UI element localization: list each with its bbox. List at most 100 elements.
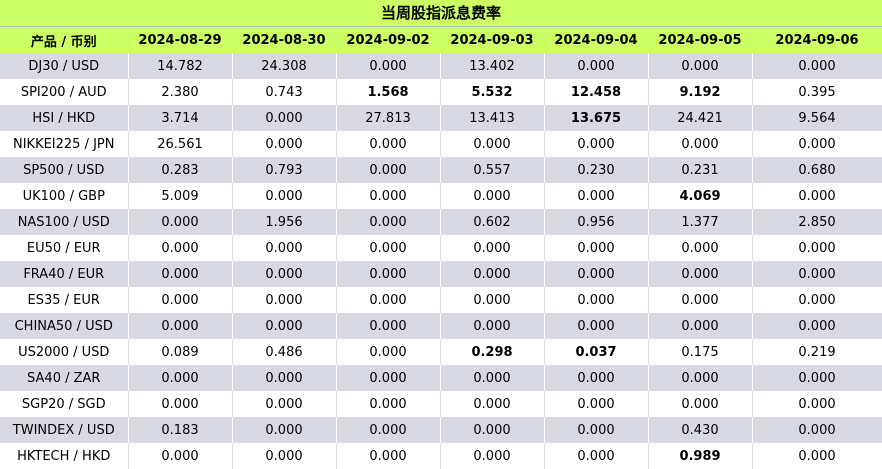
rate-cell: 0.000 bbox=[440, 287, 545, 313]
rate-cell: 24.421 bbox=[648, 105, 753, 131]
rate-cell: 0.000 bbox=[128, 391, 233, 417]
rate-cell: 0.000 bbox=[544, 53, 649, 79]
rate-cell: 0.000 bbox=[440, 313, 545, 339]
rate-cell: 0.000 bbox=[232, 417, 337, 443]
rate-cell: 0.000 bbox=[544, 313, 649, 339]
product-cell: SP500 / USD bbox=[0, 157, 129, 183]
rate-cell: 0.793 bbox=[232, 157, 337, 183]
rate-cell: 0.000 bbox=[232, 287, 337, 313]
table-header-row: 产品 / 币别 2024-08-29 2024-08-30 2024-09-02… bbox=[0, 27, 882, 53]
rate-cell: 0.000 bbox=[544, 261, 649, 287]
table-row: SGP20 / SGD 0.000 0.000 0.000 0.000 0.000 0.00… bbox=[0, 391, 882, 417]
rate-cell: 0.430 bbox=[648, 417, 753, 443]
rate-cell: 0.000 bbox=[128, 261, 233, 287]
rate-cell: 0.089 bbox=[128, 339, 233, 365]
rate-cell: 0.000 bbox=[648, 261, 753, 287]
rate-cell: 0.000 bbox=[232, 131, 337, 157]
rate-cell: 0.000 bbox=[544, 417, 649, 443]
rate-cell: 13.413 bbox=[440, 105, 545, 131]
rate-cell: 0.000 bbox=[752, 391, 882, 417]
rate-cell: 0.000 bbox=[648, 131, 753, 157]
rate-cell: 0.000 bbox=[648, 53, 753, 79]
rate-cell: 0.298 bbox=[440, 339, 545, 365]
rate-cell: 0.175 bbox=[648, 339, 753, 365]
rate-cell: 0.000 bbox=[336, 339, 441, 365]
rate-cell: 0.557 bbox=[440, 157, 545, 183]
rate-cell: 0.000 bbox=[648, 287, 753, 313]
column-header-product: 产品 / 币别 bbox=[0, 27, 129, 53]
product-cell: ES35 / EUR bbox=[0, 287, 129, 313]
rate-cell: 9.564 bbox=[752, 105, 882, 131]
rate-cell: 0.219 bbox=[752, 339, 882, 365]
product-cell: SA40 / ZAR bbox=[0, 365, 129, 391]
rate-cell: 4.069 bbox=[648, 183, 753, 209]
rate-cell: 0.602 bbox=[440, 209, 545, 235]
rate-cell: 0.000 bbox=[752, 53, 882, 79]
rate-cell: 14.782 bbox=[128, 53, 233, 79]
rate-cell: 12.458 bbox=[544, 79, 649, 105]
rate-cell: 0.000 bbox=[544, 235, 649, 261]
rate-cell: 0.000 bbox=[128, 443, 233, 469]
product-cell: CHINA50 / USD bbox=[0, 313, 129, 339]
rate-cell: 0.000 bbox=[544, 183, 649, 209]
rate-cell: 0.000 bbox=[128, 287, 233, 313]
rate-cell: 1.956 bbox=[232, 209, 337, 235]
rate-cell: 0.000 bbox=[128, 365, 233, 391]
product-cell: HKTECH / HKD bbox=[0, 443, 129, 469]
rate-cell: 0.000 bbox=[648, 365, 753, 391]
rate-cell: 0.000 bbox=[336, 53, 441, 79]
table-row: NAS100 / USD 0.000 1.956 0.000 0.602 0.956 1.3… bbox=[0, 209, 882, 235]
table-row: HSI / HKD 3.714 0.000 27.813 13.413 13.675 24.… bbox=[0, 105, 882, 131]
product-cell: SPI200 / AUD bbox=[0, 79, 129, 105]
rate-cell: 0.000 bbox=[752, 365, 882, 391]
rate-cell: 0.000 bbox=[336, 313, 441, 339]
rate-cell: 0.231 bbox=[648, 157, 753, 183]
rate-cell: 0.743 bbox=[232, 79, 337, 105]
rate-cell: 13.675 bbox=[544, 105, 649, 131]
rate-cell: 0.037 bbox=[544, 339, 649, 365]
table-row: NIKKEI225 / JPN 26.561 0.000 0.000 0.000 0.00… bbox=[0, 131, 882, 157]
rate-cell: 0.000 bbox=[336, 287, 441, 313]
rate-cell: 0.000 bbox=[336, 131, 441, 157]
rate-cell: 0.395 bbox=[752, 79, 882, 105]
rate-cell: 0.000 bbox=[128, 209, 233, 235]
rate-cell: 0.000 bbox=[544, 365, 649, 391]
rate-cell: 0.000 bbox=[336, 391, 441, 417]
rate-cell: 0.000 bbox=[648, 313, 753, 339]
rate-cell: 0.000 bbox=[336, 209, 441, 235]
rate-cell: 0.000 bbox=[232, 443, 337, 469]
table-row: SPI200 / AUD 2.380 0.743 1.568 5.532 12.458 9.… bbox=[0, 79, 882, 105]
product-cell: UK100 / GBP bbox=[0, 183, 129, 209]
rate-cell: 0.000 bbox=[440, 131, 545, 157]
rate-cell: 0.000 bbox=[336, 157, 441, 183]
rate-cell: 0.000 bbox=[440, 417, 545, 443]
rate-cell: 2.850 bbox=[752, 209, 882, 235]
rate-cell: 0.989 bbox=[648, 443, 753, 469]
rate-cell: 0.000 bbox=[440, 235, 545, 261]
column-header-date: 2024-09-04 bbox=[544, 27, 649, 53]
table-row: DJ30 / USD 14.782 24.308 0.000 13.402 0.000 0.… bbox=[0, 53, 882, 79]
rate-cell: 0.000 bbox=[440, 443, 545, 469]
rate-cell: 0.000 bbox=[440, 365, 545, 391]
table-row: TWINDEX / USD 0.183 0.000 0.000 0.000 0.000 0.… bbox=[0, 417, 882, 443]
rate-cell: 5.009 bbox=[128, 183, 233, 209]
table-row: FRA40 / EUR 0.000 0.000 0.000 0.000 0.000 0.00… bbox=[0, 261, 882, 287]
rate-cell: 0.000 bbox=[232, 261, 337, 287]
rate-cell: 0.486 bbox=[232, 339, 337, 365]
product-cell: TWINDEX / USD bbox=[0, 417, 129, 443]
table-row: HKTECH / HKD 0.000 0.000 0.000 0.000 0.000 0.9… bbox=[0, 443, 882, 469]
rate-cell: 0.000 bbox=[648, 235, 753, 261]
column-header-date: 2024-08-29 bbox=[128, 27, 233, 53]
product-cell: FRA40 / EUR bbox=[0, 261, 129, 287]
column-header-date: 2024-09-02 bbox=[336, 27, 441, 53]
rate-cell: 0.000 bbox=[752, 235, 882, 261]
rate-cell: 3.714 bbox=[128, 105, 233, 131]
rate-cell: 0.000 bbox=[336, 365, 441, 391]
dividend-rate-table: 产品 / 币别 2024-08-29 2024-08-30 2024-09-02… bbox=[0, 27, 882, 469]
product-cell: SGP20 / SGD bbox=[0, 391, 129, 417]
rate-cell: 0.000 bbox=[544, 131, 649, 157]
table-row: EU50 / EUR 0.000 0.000 0.000 0.000 0.000 0.000… bbox=[0, 235, 882, 261]
table-row: US2000 / USD 0.089 0.486 0.000 0.298 0.037 0.1… bbox=[0, 339, 882, 365]
rate-cell: 0.000 bbox=[752, 417, 882, 443]
